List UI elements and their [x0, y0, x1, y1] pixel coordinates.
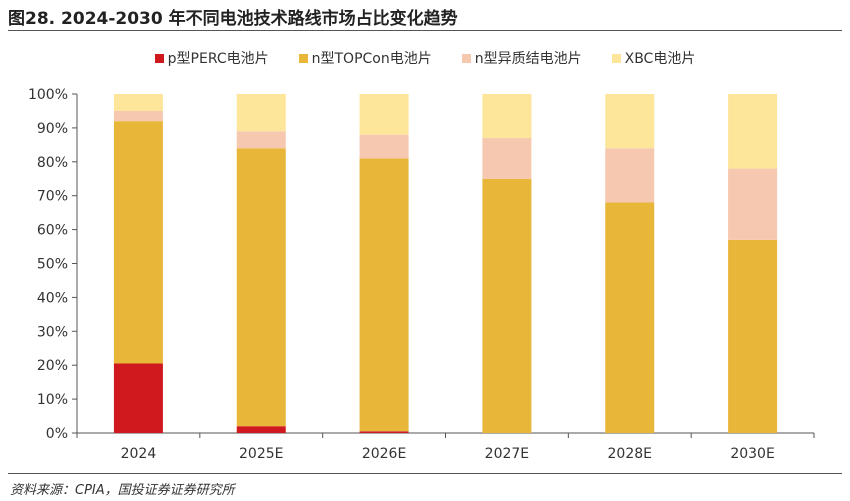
legend-swatch: [298, 53, 308, 63]
bar-2026E-series-0: [359, 431, 409, 433]
bar-2027E-series-1: [482, 178, 532, 433]
x-tick-label: 2027E: [485, 446, 529, 462]
bar-2025E-series-2: [236, 131, 286, 149]
legend-swatch: [461, 53, 471, 63]
legend: p型PERC电池片 n型TOPCon电池片 n型异质结电池片 XBC电池片: [0, 48, 850, 68]
bar-2030E-series-3: [728, 94, 778, 169]
bar-2024-series-3: [113, 94, 163, 111]
bar-2028E-series-2: [605, 148, 655, 203]
y-tick-label: 30%: [37, 324, 68, 340]
bar-2027E-series-3: [482, 94, 532, 139]
y-tick-label: 90%: [37, 121, 68, 137]
bar-2025E-series-0: [236, 426, 286, 433]
y-tick-label: 20%: [37, 358, 68, 374]
legend-swatch: [154, 53, 164, 63]
legend-label: n型TOPCon电池片: [311, 51, 432, 67]
bar-2028E-series-3: [605, 94, 655, 149]
bottom-rule: [8, 473, 842, 474]
y-tick-label: 50%: [37, 257, 68, 273]
y-tick-label: 70%: [37, 189, 68, 205]
bar-2024-series-1: [113, 121, 163, 364]
figure-title: 图28. 2024-2030 年不同电池技术路线市场占比变化趋势: [8, 9, 458, 29]
bar-2027E-series-2: [482, 138, 532, 179]
x-tick-label: 2030E: [730, 446, 774, 462]
y-tick-label: 80%: [37, 155, 68, 171]
top-rule: [8, 30, 842, 31]
legend-item: n型异质结电池片: [461, 48, 582, 68]
bar-2024-series-2: [113, 110, 163, 122]
source-note: 资料来源：CPIA，国投证券证券研究所: [10, 483, 235, 498]
y-tick-label: 60%: [37, 223, 68, 239]
bar-2026E-series-2: [359, 134, 409, 159]
x-tick-label: 2025E: [239, 446, 283, 462]
y-tick-label: 100%: [28, 87, 68, 103]
y-tick-label: 40%: [37, 290, 68, 306]
legend-item: n型TOPCon电池片: [298, 48, 432, 68]
legend-label: XBC电池片: [624, 51, 696, 67]
y-tick-label: 0%: [46, 426, 68, 442]
bar-2026E-series-1: [359, 158, 409, 432]
x-tick-label: 2028E: [608, 446, 652, 462]
bar-2025E-series-1: [236, 148, 286, 427]
bar-2030E-series-2: [728, 168, 778, 240]
bar-2028E-series-1: [605, 202, 655, 433]
legend-item: p型PERC电池片: [154, 48, 269, 68]
bar-2025E-series-3: [236, 94, 286, 132]
x-tick-label: 2026E: [362, 446, 406, 462]
legend-label: p型PERC电池片: [167, 51, 269, 67]
bar-2030E-series-1: [728, 239, 778, 433]
x-tick-label: 2024: [121, 446, 157, 462]
legend-swatch: [611, 53, 621, 63]
bar-2024-series-0: [113, 363, 163, 433]
bar-2026E-series-3: [359, 94, 409, 135]
legend-label: n型异质结电池片: [474, 51, 582, 67]
legend-item: XBC电池片: [611, 48, 696, 68]
y-tick-label: 10%: [37, 392, 68, 408]
